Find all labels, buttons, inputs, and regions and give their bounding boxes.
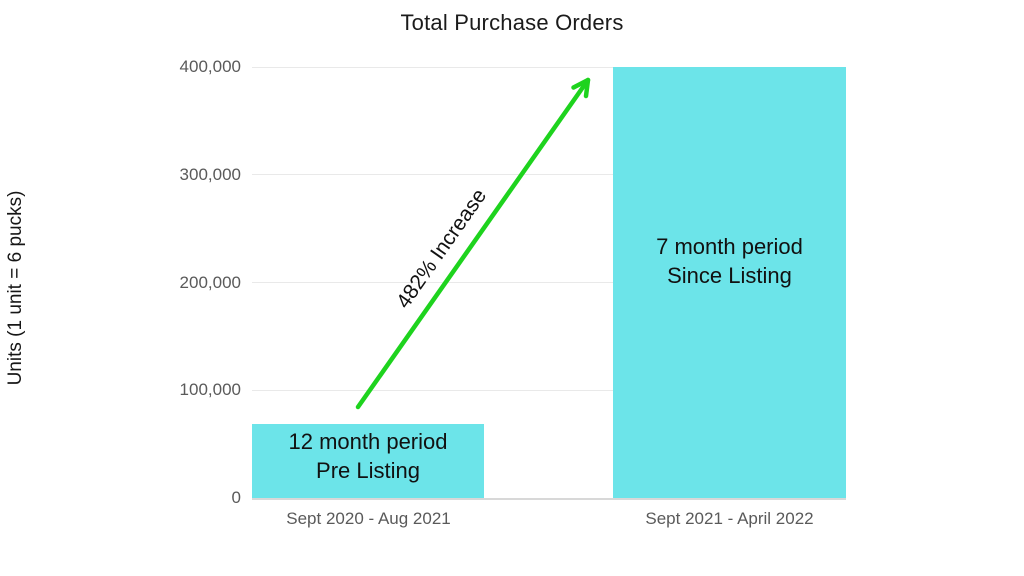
- bar-label-line: 12 month period: [288, 428, 448, 454]
- x-tick-label: Sept 2020 - Aug 2021: [286, 509, 451, 528]
- gridline: [252, 66, 846, 68]
- y-tick-label: 200,000: [179, 272, 241, 292]
- bar: 7 month period Since Listing: [613, 67, 846, 498]
- y-axis-tick-labels: 0 100,000 200,000 300,000 400,000: [0, 0, 241, 576]
- y-tick-label: 100,000: [179, 380, 241, 400]
- y-tick-label: 400,000: [179, 57, 241, 76]
- x-axis-baseline: [252, 497, 846, 500]
- plot-area: 12 month period Pre Listing 7 month period…: [252, 66, 846, 500]
- chart-title: Total Purchase Orders: [400, 10, 624, 35]
- x-tick-label: Sept 2021 - April 2022: [645, 509, 814, 528]
- bar-label-line: Since Listing: [667, 262, 792, 288]
- y-tick-label: 0: [231, 488, 241, 507]
- bar-label: 7 month period Since Listing: [613, 232, 846, 290]
- y-tick-label: 300,000: [179, 164, 241, 184]
- bar: 12 month period Pre Listing: [252, 423, 484, 498]
- bar-label: 12 month period Pre Listing: [252, 427, 484, 485]
- bar-label-line: 7 month period: [656, 233, 803, 259]
- bar-label-line: Pre Listing: [316, 457, 420, 483]
